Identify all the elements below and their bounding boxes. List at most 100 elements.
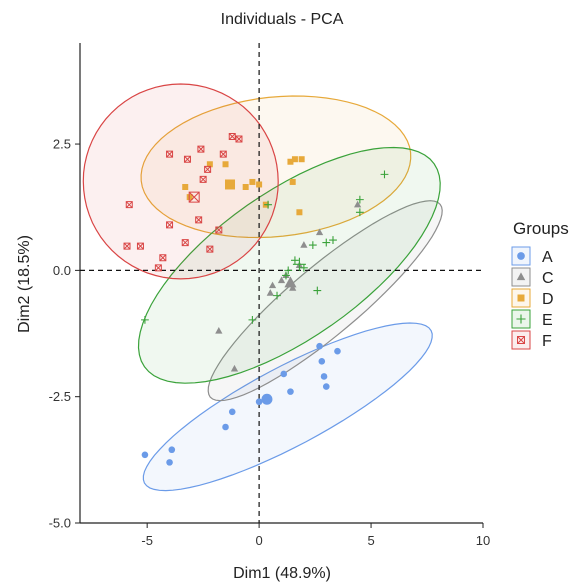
- series-e: [141, 170, 389, 324]
- point-group-e: [308, 241, 317, 250]
- point-group-a: [255, 398, 263, 406]
- point-group-a: [141, 451, 149, 459]
- point-group-f: [219, 150, 227, 158]
- point-group-e: [264, 200, 272, 209]
- legend-marker-c: [516, 272, 526, 281]
- ellipse-group-d: [140, 95, 412, 239]
- point-group-e: [380, 170, 389, 179]
- point-group-a: [168, 446, 176, 454]
- point-group-e: [322, 238, 331, 247]
- legend-title: Groups: [513, 219, 569, 238]
- point-group-a: [320, 373, 328, 380]
- y-tick-label: -5.0: [49, 516, 71, 531]
- centroid-group-c: [284, 276, 297, 288]
- series-a: [141, 342, 341, 466]
- legend-label: E: [542, 312, 553, 329]
- ellipse-group-e: [137, 146, 441, 384]
- ellipse-group-f: [82, 83, 279, 280]
- point-group-d: [289, 178, 296, 185]
- point-group-d: [206, 161, 213, 168]
- point-group-a: [316, 342, 323, 350]
- ellipse-group-a: [142, 322, 433, 492]
- legend-marker-e: [516, 314, 526, 324]
- confidence-ellipses: [82, 83, 443, 492]
- y-axis-title: Dim2 (18.5%): [16, 235, 33, 333]
- legend-label: A: [542, 249, 553, 266]
- point-group-a: [222, 423, 229, 431]
- point-group-c: [215, 327, 223, 334]
- legend-item-e: E: [511, 309, 553, 329]
- y-tick-label: 2.5: [53, 137, 71, 152]
- legend-item-f: F: [511, 330, 552, 350]
- point-group-a: [322, 383, 330, 390]
- point-group-d: [298, 156, 305, 163]
- centroid-group-a: [261, 393, 273, 405]
- ellipse-group-c: [207, 200, 443, 402]
- point-group-f: [181, 239, 189, 247]
- legend-marker-d: [517, 294, 525, 302]
- point-group-c: [268, 281, 277, 289]
- point-group-e: [284, 266, 293, 275]
- point-group-e: [313, 286, 322, 295]
- point-group-e: [329, 236, 337, 244]
- point-group-f: [228, 132, 236, 140]
- legend-label: F: [542, 333, 552, 350]
- legend-label: C: [542, 270, 554, 287]
- data-points: [123, 132, 389, 466]
- point-group-f: [195, 216, 203, 224]
- point-group-a: [166, 459, 173, 466]
- point-group-d: [256, 181, 263, 188]
- point-group-d: [222, 161, 229, 168]
- reference-lines: [80, 43, 483, 523]
- point-group-f: [197, 145, 205, 153]
- point-group-f: [166, 150, 174, 158]
- legend-marker-f: [517, 336, 525, 344]
- y-tick-label: 0.0: [53, 263, 71, 278]
- x-axis-title: Dim1 (48.9%): [233, 565, 331, 582]
- centroid-group-d: [225, 179, 236, 190]
- point-group-f: [199, 175, 207, 183]
- x-tick-label: 10: [476, 533, 490, 548]
- point-group-c: [266, 289, 274, 296]
- point-group-c: [277, 276, 286, 284]
- point-group-f: [136, 242, 144, 250]
- point-group-e: [248, 315, 257, 324]
- point-group-d: [249, 178, 256, 185]
- point-group-e: [355, 195, 364, 204]
- legend-item-a: A: [511, 246, 553, 266]
- point-group-c: [353, 200, 362, 208]
- point-group-e: [273, 291, 281, 300]
- point-group-e: [355, 208, 364, 217]
- point-group-f: [154, 264, 162, 272]
- point-group-e: [291, 256, 299, 265]
- x-tick-label: 5: [367, 533, 374, 548]
- point-group-c: [315, 228, 324, 236]
- point-group-d: [291, 156, 298, 163]
- point-group-e: [299, 263, 308, 272]
- centroid-group-e: [292, 257, 306, 271]
- legend-item-d: D: [511, 288, 554, 308]
- point-group-c: [300, 241, 308, 248]
- point-group-d: [296, 209, 303, 216]
- y-tick-label: -2.5: [49, 389, 71, 404]
- point-group-e: [141, 315, 149, 324]
- x-tick-label: -5: [141, 533, 153, 548]
- point-group-f: [235, 135, 243, 143]
- point-group-a: [287, 388, 294, 395]
- point-group-f: [215, 226, 223, 234]
- point-group-a: [280, 370, 288, 378]
- legend-label: D: [542, 291, 554, 308]
- point-group-f: [183, 155, 191, 163]
- legend-item-c: C: [511, 267, 554, 287]
- point-group-a: [228, 408, 236, 416]
- point-group-d: [287, 158, 294, 165]
- series-f: [123, 132, 243, 272]
- point-group-f: [166, 221, 174, 229]
- point-group-f: [204, 165, 212, 173]
- axes: -5 0 5 10 -5.0 -2.5 0.0 2.5: [49, 43, 490, 548]
- centroid-group-f: [188, 191, 200, 203]
- point-group-a: [334, 347, 341, 355]
- point-group-d: [186, 194, 193, 201]
